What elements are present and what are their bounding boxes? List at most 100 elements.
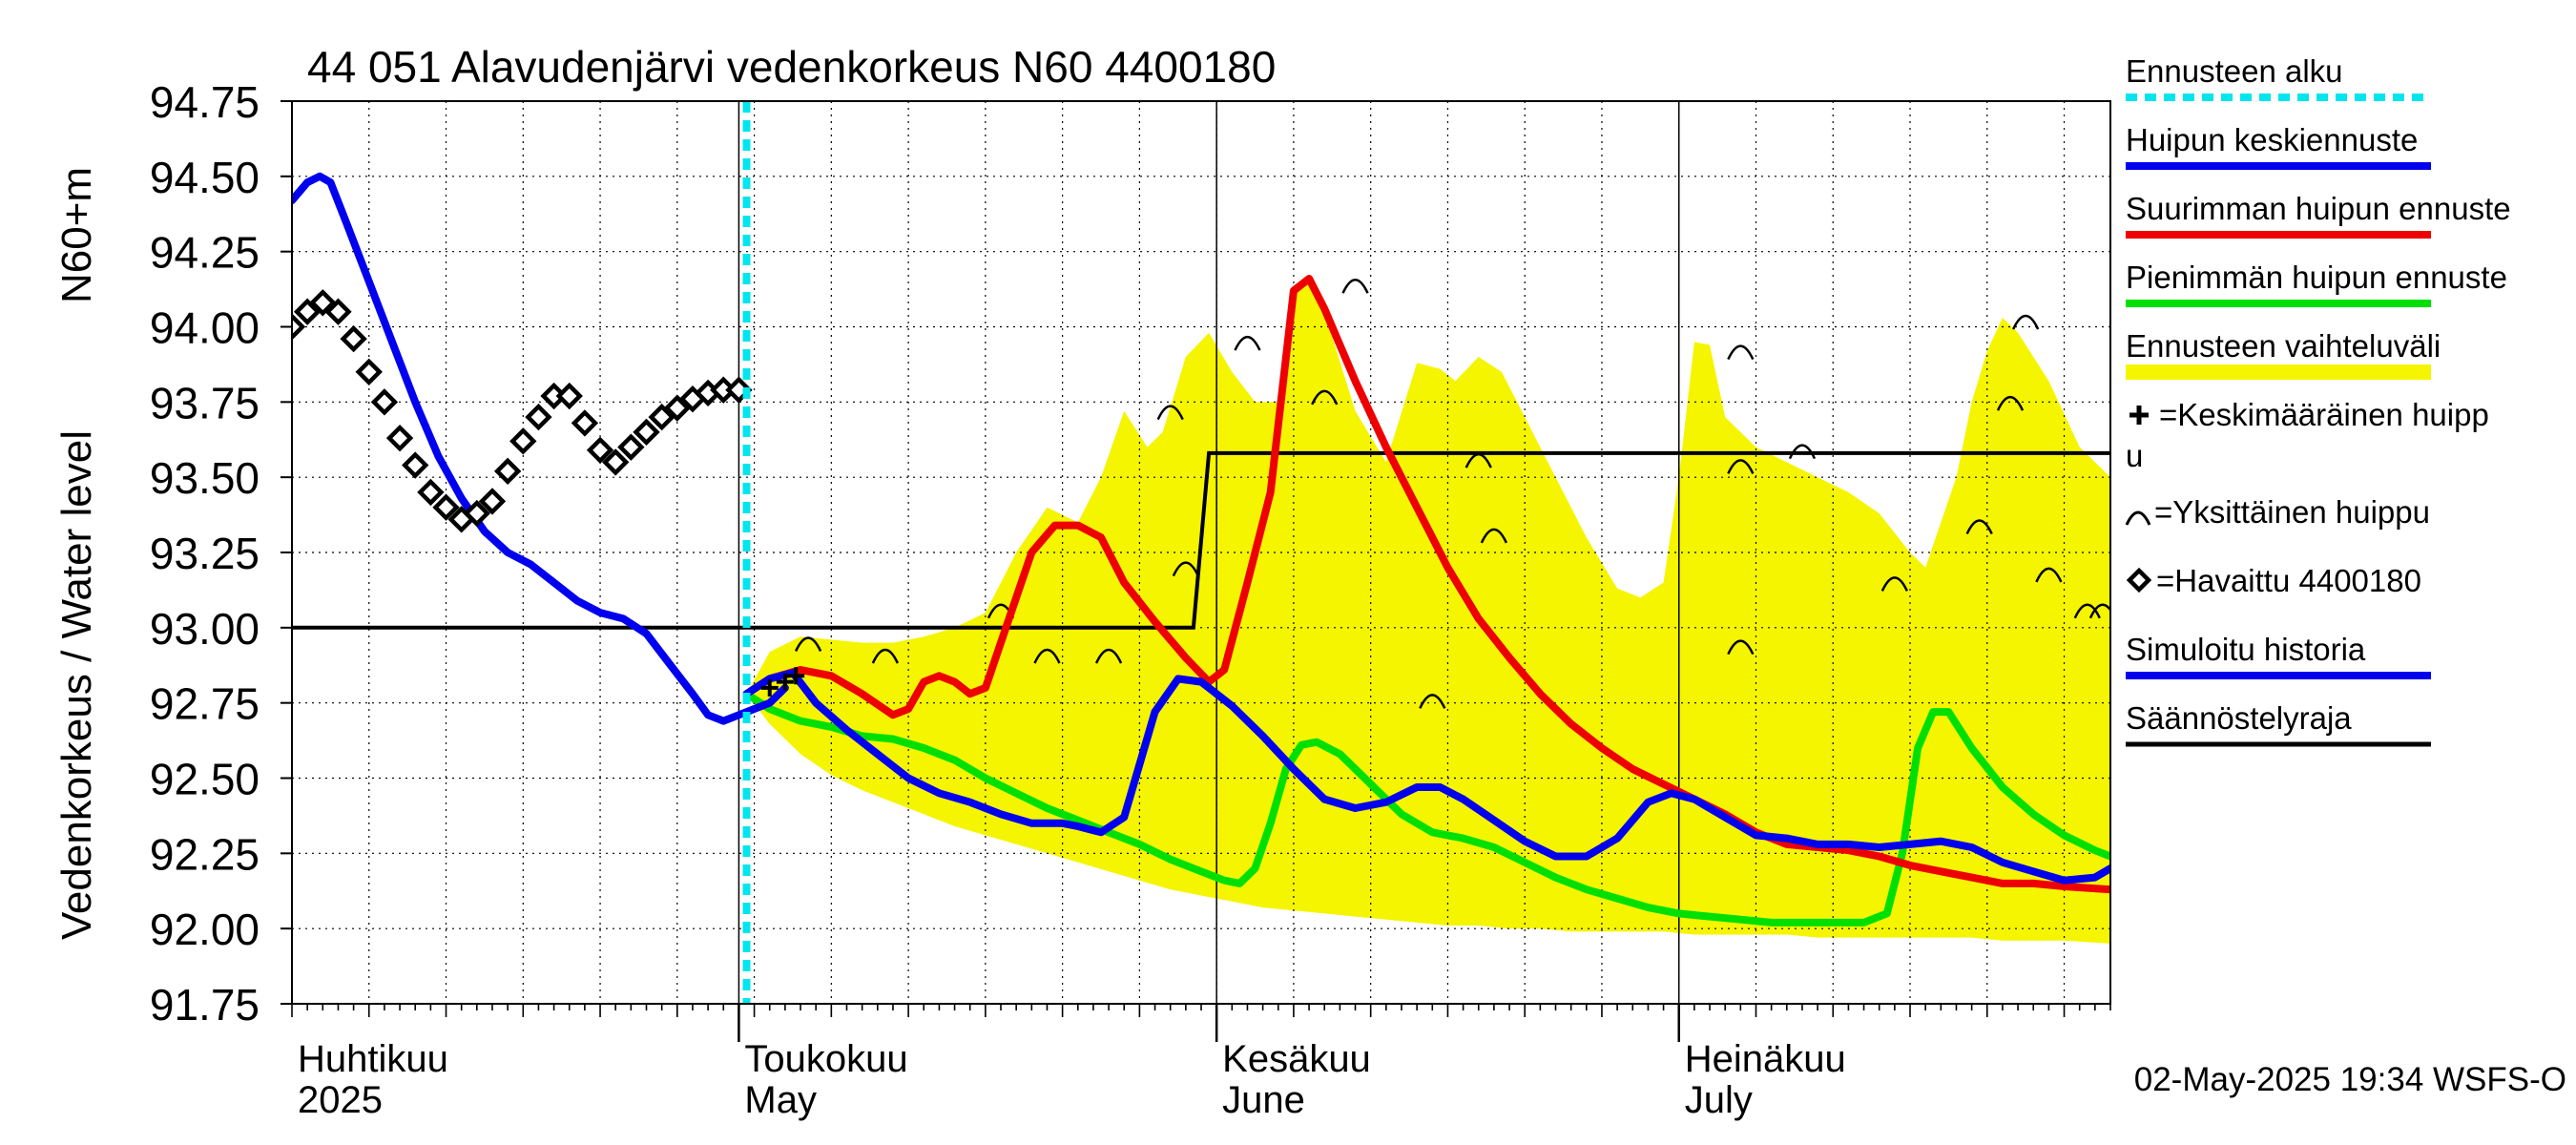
observed-point-16 <box>525 403 552 431</box>
axes: 91.75 92.00 92.25 92.50 92.75 93.00 93.25 93.50… <box>150 77 2111 1121</box>
single-peak-11 <box>1465 452 1492 468</box>
max-forecast-line <box>742 275 2110 894</box>
legend: Ennusteen alku Huipun keskiennuste Suurimm… <box>2125 53 2511 747</box>
y-tick-label-10: 94.25 <box>150 228 260 278</box>
single-peak-13 <box>1727 344 1755 361</box>
plot-content <box>292 101 2110 1004</box>
month-label-en-3: July <box>1685 1079 1753 1121</box>
y-axis-label: Vedenkorkeus / Water level <box>53 430 100 940</box>
y-tick-label-1: 92.00 <box>150 905 260 954</box>
legend-swatch-4 <box>2126 364 2431 380</box>
observed-point-6 <box>370 388 399 416</box>
observed-point-10 <box>432 493 460 521</box>
observed-point-1 <box>293 298 322 325</box>
median-forecast-line <box>742 669 2110 885</box>
plot-area <box>292 101 2110 1004</box>
observed-point-14 <box>493 457 522 486</box>
observed-point-9 <box>417 478 445 507</box>
single-peak-18 <box>1965 519 1993 534</box>
y-tick-label-8: 93.75 <box>150 378 260 427</box>
single-peak-9 <box>1341 278 1369 294</box>
single-peak-12 <box>1480 528 1508 544</box>
legend-swatch-6 <box>2125 510 2151 526</box>
observed-point-5 <box>355 358 383 385</box>
month-label-fi-0: Huhtikuu <box>298 1038 448 1080</box>
single-peak-20 <box>2012 314 2040 330</box>
y-tick-label-4: 92.75 <box>150 679 260 729</box>
y-tick-label-11: 94.50 <box>150 153 260 202</box>
single-peak-14 <box>1727 459 1755 474</box>
observed-point-12 <box>463 499 491 528</box>
observed-point-8 <box>402 451 429 479</box>
observed-point-24 <box>648 403 675 431</box>
single-peak-6 <box>1172 561 1199 577</box>
y-tick-label-9: 94.00 <box>150 303 260 353</box>
observed-point-4 <box>340 324 367 353</box>
single-peak-10 <box>1419 694 1446 709</box>
single-peak-17 <box>1880 576 1908 592</box>
single-peak-21 <box>2035 567 2063 583</box>
mean-peak-mark-2 <box>787 667 805 685</box>
month-label-fi-1: Toukokuu <box>744 1038 907 1080</box>
single-peak-15 <box>1727 639 1755 656</box>
observed-point-19 <box>571 409 599 437</box>
observed-point-15 <box>509 427 537 455</box>
single-peak-4 <box>1094 648 1123 664</box>
legend-label-0: Ennusteen alku <box>2126 53 2343 89</box>
y-tick-label-3: 92.50 <box>150 755 260 804</box>
observed-point-21 <box>602 448 630 476</box>
y-tick-label-7: 93.50 <box>150 453 260 503</box>
legend-label-cont-5: u <box>2126 438 2143 473</box>
chart-title: 44 051 Alavudenjärvi vedenkorkeus N60 44… <box>307 42 1276 92</box>
single-peak-23 <box>2088 603 2110 619</box>
mean-peak-mark-0 <box>760 678 779 697</box>
observed-point-25 <box>663 394 691 422</box>
month-label-en-2: June <box>1222 1079 1305 1121</box>
y-tick-label-2: 92.25 <box>150 829 260 879</box>
observed-point-3 <box>324 298 352 325</box>
single-peak-1 <box>871 648 900 664</box>
single-peak-16 <box>1788 444 1817 460</box>
single-peak-5 <box>1156 405 1184 421</box>
single-peak-7 <box>1234 335 1261 351</box>
single-peak-19 <box>1996 395 2025 411</box>
y-tick-label-0: 91.75 <box>150 980 260 1030</box>
regulation-limit-line <box>292 450 2110 630</box>
y-tick-label-6: 93.25 <box>150 529 260 578</box>
simulated-history-line <box>292 172 789 725</box>
single-peak-0 <box>794 636 822 652</box>
legend-swatch-7 <box>2126 567 2152 593</box>
single-peak-8 <box>1311 389 1339 406</box>
observed-point-0 <box>292 313 306 341</box>
y-tick-label-12: 94.75 <box>150 77 260 127</box>
legend-label-2: Suurimman huipun ennuste <box>2126 191 2511 226</box>
legend-label-1: Huipun keskiennuste <box>2126 122 2418 157</box>
timestamp: 02-May-2025 19:34 WSFS-O <box>2134 1061 2566 1098</box>
legend-swatch-5 <box>2129 406 2149 425</box>
observed-point-2 <box>309 289 337 317</box>
y-tick-label-5: 93.00 <box>150 604 260 654</box>
single-peak-22 <box>2073 603 2101 619</box>
observed-point-7 <box>385 424 414 452</box>
legend-label-4: Ennusteen vaihteluväli <box>2126 328 2441 364</box>
observed-point-13 <box>478 488 507 515</box>
legend-label-5: =Keskimääräinen huipp <box>2159 397 2489 432</box>
month-label-en-1: May <box>744 1079 817 1121</box>
min-forecast-line <box>742 690 2110 926</box>
month-label-fi-2: Kesäkuu <box>1222 1038 1371 1080</box>
legend-label-8: Simuloitu historia <box>2126 632 2366 667</box>
forecast-band <box>746 279 2110 944</box>
month-label-fi-3: Heinäkuu <box>1685 1038 1846 1080</box>
legend-label-3: Pienimmän huipun ennuste <box>2126 260 2507 295</box>
observed-point-20 <box>586 436 614 464</box>
y-axis-unit: N60+m <box>53 167 100 303</box>
observed-point-18 <box>555 382 583 410</box>
observed-point-22 <box>617 433 645 461</box>
legend-label-9: Säännöstelyraja <box>2126 700 2352 736</box>
single-peak-3 <box>1033 648 1061 664</box>
legend-label-7: =Havaittu 4400180 <box>2156 563 2421 598</box>
observed-point-23 <box>633 418 660 447</box>
mean-peak-mark-1 <box>776 673 794 691</box>
month-label-en-0: 2025 <box>298 1079 383 1121</box>
